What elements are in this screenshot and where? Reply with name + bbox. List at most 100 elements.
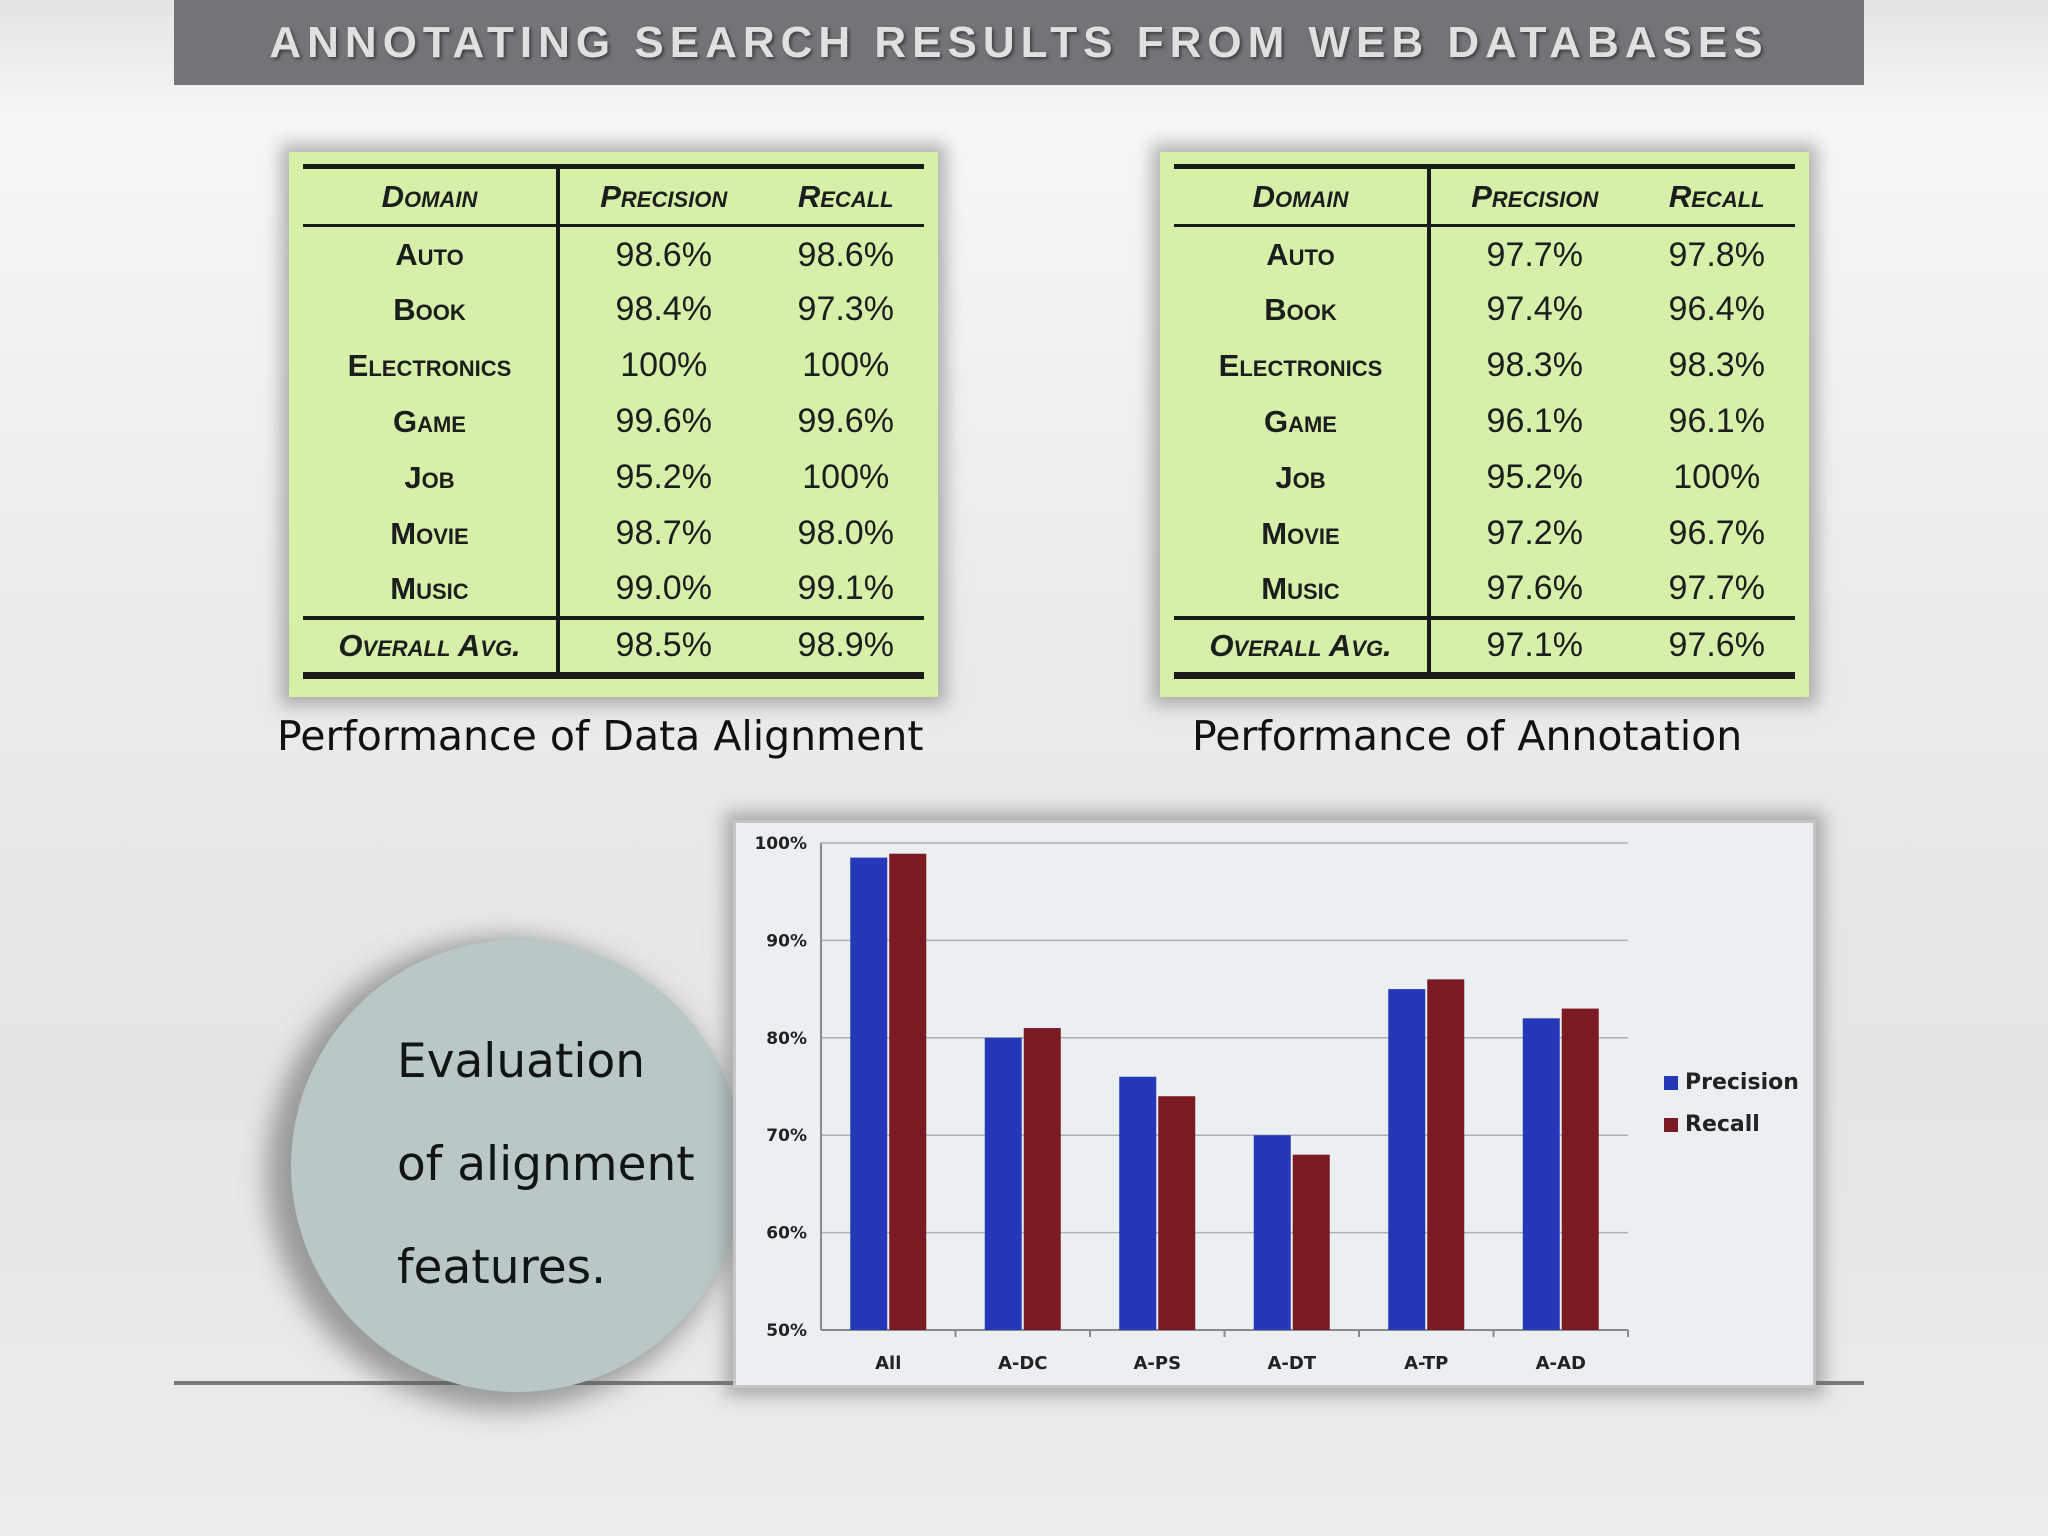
domain-cell: Movie	[1174, 505, 1431, 562]
precision-cell: 98.3%	[1486, 346, 1583, 384]
precision-cell: 97.2%	[1486, 514, 1583, 552]
bar-recall-a-dt	[1292, 1154, 1330, 1330]
recall-cell: 99.1%	[797, 569, 894, 607]
table-row: Auto 97.7% 97.8%	[1174, 225, 1795, 282]
recall-cell: 98.3%	[1668, 346, 1765, 384]
table-row: Game 99.6% 99.6%	[303, 393, 924, 450]
recall-cell: 96.7%	[1668, 514, 1765, 552]
precision-cell: 97.1%	[1486, 626, 1583, 665]
precision-cell: 100%	[620, 346, 708, 384]
domain-cell: Auto	[1174, 225, 1431, 282]
precision-cell: 96.1%	[1486, 402, 1583, 440]
data-alignment-table-panel: Domain Precision Recall Auto 98.6% 98.6%…	[289, 152, 938, 697]
precision-cell: 98.7%	[615, 514, 712, 552]
precision-cell: 99.6%	[615, 402, 712, 440]
bar-recall-a-tp	[1427, 979, 1465, 1330]
domain-cell: Auto	[303, 225, 560, 282]
bar-recall-a-ps	[1158, 1096, 1196, 1330]
bar-precision-a-dt	[1253, 1135, 1291, 1330]
domain-cell: Music	[1174, 561, 1431, 618]
precision-cell: 98.4%	[615, 290, 712, 328]
header-domain: Domain	[303, 166, 560, 226]
header-recall: Recall	[1668, 178, 1765, 214]
table-row: Book 98.4% 97.3%	[303, 281, 924, 338]
bar-precision-a-ps	[1119, 1076, 1157, 1330]
x-category-label: All	[875, 1353, 901, 1374]
alignment-features-chart-panel: 50% 60% 70% 80% 90% 100% All A-DC A-PS A-DT A-TP A-…	[733, 820, 1816, 1388]
table-header-row: Domain Precision Recall	[303, 166, 924, 226]
bar-precision-all	[850, 857, 888, 1330]
table-row: Movie 97.2% 96.7%	[1174, 505, 1795, 562]
data-alignment-caption: Performance of Data Alignment	[277, 712, 924, 760]
x-category-label: A-AD	[1536, 1353, 1586, 1374]
table-row: Job 95.2% 100%	[303, 449, 924, 506]
legend-label-recall: Recall	[1685, 1112, 1760, 1137]
recall-cell: 99.6%	[797, 402, 894, 440]
table-row: Music 97.6% 97.7%	[1174, 561, 1795, 618]
alignment-features-chart: 50% 60% 70% 80% 90% 100% All A-DC A-PS A-DT A-TP A-…	[754, 834, 1799, 1374]
bar-recall-a-dc	[1023, 1028, 1061, 1330]
domain-cell: Job	[303, 449, 560, 506]
table-row: Electronics 100% 100%	[303, 337, 924, 394]
data-alignment-table: Domain Precision Recall Auto 98.6% 98.6%…	[303, 164, 924, 679]
domain-cell: Game	[303, 393, 560, 450]
recall-cell: 98.9%	[797, 626, 894, 665]
precision-cell: 97.7%	[1486, 235, 1583, 274]
table-row: Book 97.4% 96.4%	[1174, 281, 1795, 338]
evaluation-caption-line: features.	[397, 1240, 607, 1295]
x-category-label: A-DT	[1267, 1353, 1316, 1374]
recall-cell: 97.3%	[797, 290, 894, 328]
evaluation-caption-line: of alignment	[397, 1137, 695, 1192]
x-category-label: A-DC	[998, 1353, 1048, 1374]
annotation-caption: Performance of Annotation	[1192, 712, 1743, 760]
domain-cell: Movie	[303, 505, 560, 562]
domain-cell: Job	[1174, 449, 1431, 506]
y-tick-label: 50%	[766, 1321, 807, 1341]
header-precision: Precision	[600, 178, 728, 214]
domain-cell: Book	[303, 281, 560, 338]
legend-swatch-precision	[1664, 1076, 1678, 1090]
legend-label-precision: Precision	[1685, 1070, 1799, 1095]
table-row: Music 99.0% 99.1%	[303, 561, 924, 618]
recall-cell: 97.7%	[1668, 569, 1765, 607]
table-row: Movie 98.7% 98.0%	[303, 505, 924, 562]
y-tick-label: 90%	[766, 931, 807, 951]
overall-avg-row: Overall Avg. 98.5% 98.9%	[303, 617, 924, 676]
legend-swatch-recall	[1664, 1118, 1678, 1132]
slide-title: ANNOTATING SEARCH RESULTS FROM WEB DATAB…	[269, 17, 1769, 67]
header-recall: Recall	[797, 178, 894, 214]
table-row: Job 95.2% 100%	[1174, 449, 1795, 506]
precision-cell: 97.4%	[1486, 290, 1583, 328]
bar-recall-a-ad	[1561, 1008, 1599, 1330]
domain-cell: Book	[1174, 281, 1431, 338]
precision-cell: 95.2%	[615, 458, 712, 496]
precision-cell: 98.5%	[615, 626, 712, 665]
header-domain: Domain	[1174, 166, 1431, 226]
evaluation-caption-line: Evaluation	[397, 1034, 645, 1089]
bar-precision-a-dc	[984, 1037, 1022, 1330]
domain-cell: Music	[303, 561, 560, 618]
table-header-row: Domain Precision Recall	[1174, 166, 1795, 226]
domain-cell: Electronics	[303, 337, 560, 394]
evaluation-caption: Evaluation of alignment features.	[397, 1010, 737, 1319]
y-tick-label: 70%	[766, 1126, 807, 1146]
table-row: Electronics 98.3% 98.3%	[1174, 337, 1795, 394]
recall-cell: 100%	[802, 458, 890, 496]
evaluation-circle	[291, 940, 743, 1392]
y-tick-label: 60%	[766, 1224, 807, 1244]
slide-title-bar: ANNOTATING SEARCH RESULTS FROM WEB DATAB…	[174, 0, 1864, 85]
domain-cell: Electronics	[1174, 337, 1431, 394]
recall-cell: 97.8%	[1668, 235, 1765, 274]
recall-cell: 100%	[802, 346, 890, 384]
recall-cell: 96.4%	[1668, 290, 1765, 328]
bar-recall-all	[889, 853, 927, 1330]
precision-cell: 99.0%	[615, 569, 712, 607]
recall-cell: 100%	[1673, 458, 1761, 496]
table-row: Auto 98.6% 98.6%	[303, 225, 924, 282]
y-tick-label: 80%	[766, 1029, 807, 1049]
table-row: Game 96.1% 96.1%	[1174, 393, 1795, 450]
annotation-table-panel: Domain Precision Recall Auto 97.7% 97.8%…	[1160, 152, 1809, 697]
domain-cell: Overall Avg.	[303, 617, 560, 676]
y-tick-label: 100%	[754, 834, 807, 854]
annotation-table: Domain Precision Recall Auto 97.7% 97.8%…	[1174, 164, 1795, 679]
